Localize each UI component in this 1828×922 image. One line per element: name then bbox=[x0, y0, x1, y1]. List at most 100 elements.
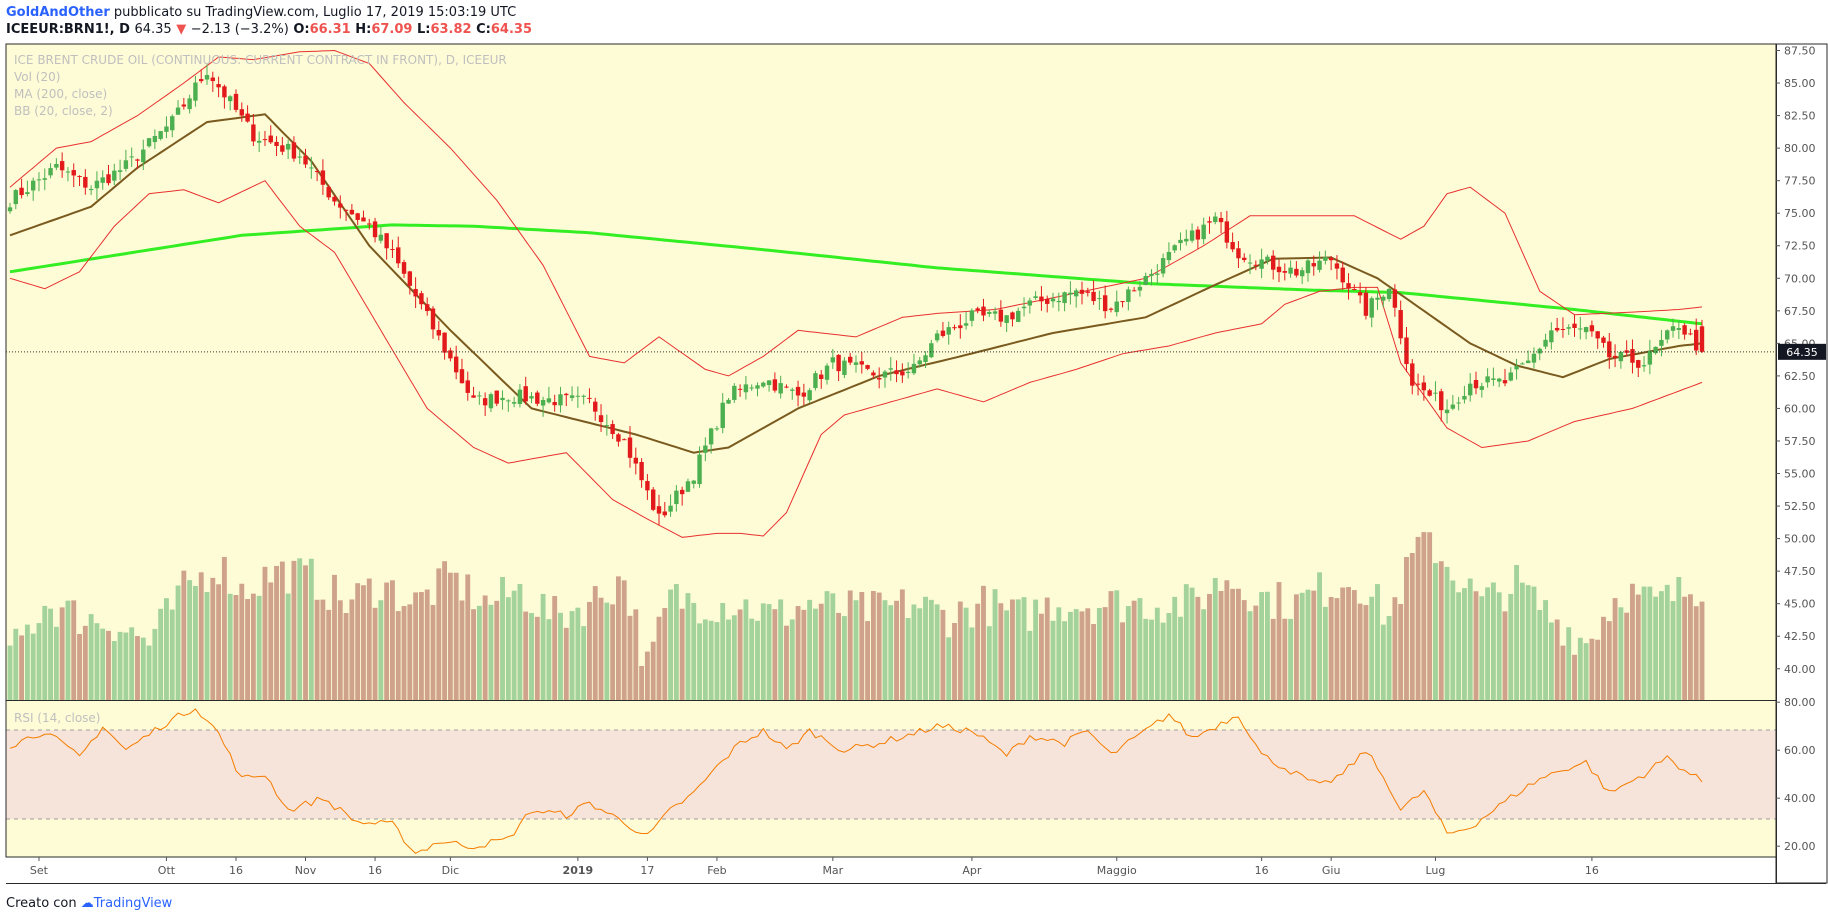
time-tick-label: Set bbox=[30, 864, 49, 877]
candle-body bbox=[529, 396, 534, 399]
volume-bar bbox=[784, 625, 789, 700]
candle-body bbox=[1184, 238, 1189, 242]
candle-body bbox=[1357, 292, 1363, 296]
volume-bar bbox=[1056, 607, 1062, 700]
volume-bar bbox=[749, 618, 755, 700]
candle-body bbox=[888, 368, 893, 370]
time-tick-label: Ott bbox=[158, 864, 176, 877]
close-value: 64.35 bbox=[490, 22, 532, 37]
candle-body bbox=[1276, 266, 1282, 273]
legend-bb: BB (20, close, 2) bbox=[14, 104, 113, 118]
publish-line: GoldAndOther pubblicato su TradingView.c… bbox=[6, 4, 532, 21]
candle-body bbox=[1079, 289, 1085, 294]
volume-bar bbox=[1676, 576, 1682, 700]
candle-body bbox=[465, 380, 470, 393]
candle-body bbox=[1160, 258, 1166, 274]
volume-bar bbox=[1444, 566, 1450, 700]
volume-bar bbox=[847, 590, 853, 700]
price-tick-label: 57.50 bbox=[1784, 435, 1816, 448]
candle-body bbox=[668, 505, 673, 512]
volume-bar bbox=[1259, 592, 1265, 700]
candle-body bbox=[575, 395, 581, 397]
candle-body bbox=[685, 481, 691, 492]
time-tick-label: Maggio bbox=[1097, 864, 1137, 877]
candle-body bbox=[1230, 242, 1235, 250]
volume-bar bbox=[650, 641, 656, 700]
price-tick-label: 87.50 bbox=[1784, 45, 1816, 58]
candle-body bbox=[1659, 339, 1664, 346]
candle-body bbox=[285, 143, 291, 150]
candle-body bbox=[662, 511, 667, 516]
time-tick-label: Giu bbox=[1322, 864, 1341, 877]
volume-bar bbox=[691, 602, 697, 700]
time-tick-label: 2019 bbox=[563, 864, 594, 877]
candle-body bbox=[1062, 292, 1067, 304]
candle-body bbox=[59, 161, 65, 171]
volume-bar bbox=[227, 593, 233, 700]
author-link[interactable]: GoldAndOther bbox=[6, 5, 110, 20]
volume-bars bbox=[7, 532, 1705, 700]
volume-bar bbox=[326, 609, 332, 700]
volume-bar bbox=[882, 600, 888, 700]
volume-bar bbox=[1189, 587, 1195, 700]
candle-body bbox=[164, 126, 169, 132]
volume-bar bbox=[755, 620, 760, 700]
price-tick-label: 82.50 bbox=[1784, 110, 1816, 123]
candle-body bbox=[761, 382, 766, 387]
bb-lower-path bbox=[9, 180, 1703, 538]
tradingview-link[interactable]: TradingView bbox=[93, 896, 173, 911]
candle-body bbox=[262, 139, 268, 141]
candle-body bbox=[755, 385, 760, 389]
volume-bar bbox=[262, 566, 268, 700]
candle-body bbox=[297, 156, 302, 158]
volume-bar bbox=[1102, 607, 1108, 700]
candle-body bbox=[1583, 327, 1589, 333]
candle-body bbox=[581, 395, 586, 397]
volume-bar bbox=[1178, 616, 1183, 700]
candle-body bbox=[819, 374, 824, 380]
candle-body bbox=[616, 434, 621, 442]
volume-bar bbox=[1664, 584, 1670, 700]
time-tick-label: 16 bbox=[1255, 864, 1269, 877]
tradingview-logo-icon[interactable]: ☁ bbox=[80, 896, 94, 911]
candle-body bbox=[853, 362, 859, 365]
time-tick-label: Feb bbox=[707, 864, 726, 877]
time-tick-label: 16 bbox=[229, 864, 243, 877]
volume-bar bbox=[604, 602, 610, 700]
volume-bar bbox=[407, 604, 413, 700]
candle-body bbox=[1126, 289, 1131, 302]
volume-bar bbox=[1438, 561, 1444, 700]
candle-body bbox=[1259, 259, 1264, 269]
candle-body bbox=[1572, 323, 1577, 328]
volume-bar bbox=[1143, 618, 1149, 700]
candle-body bbox=[256, 140, 262, 143]
volume-bar bbox=[82, 625, 88, 700]
candle-body bbox=[882, 371, 888, 378]
down-arrow-icon: ▼ bbox=[176, 22, 187, 37]
candle-body bbox=[905, 371, 911, 373]
volume-bar bbox=[1195, 596, 1201, 700]
high-value: 67.09 bbox=[371, 22, 413, 37]
candle-body bbox=[1004, 315, 1009, 324]
volume-bar bbox=[714, 622, 720, 700]
candle-body bbox=[117, 170, 123, 172]
volume-bar bbox=[1207, 593, 1212, 700]
volume-bar bbox=[395, 611, 401, 700]
candle-body bbox=[1676, 328, 1682, 330]
candle-body bbox=[714, 428, 720, 430]
volume-bar bbox=[436, 568, 442, 700]
volume-bar bbox=[1236, 588, 1241, 700]
open-value: 66.31 bbox=[309, 22, 351, 37]
candle-body bbox=[100, 177, 105, 183]
candle-body bbox=[1514, 366, 1519, 370]
candle-body bbox=[952, 327, 957, 329]
candle-body bbox=[1027, 300, 1033, 306]
candle-body bbox=[442, 332, 447, 353]
candle-body bbox=[36, 179, 42, 181]
candle-body bbox=[349, 209, 355, 215]
candle-body bbox=[1415, 383, 1421, 385]
volume-bar bbox=[1021, 597, 1027, 700]
volume-bar bbox=[1293, 594, 1299, 700]
volume-bar bbox=[1612, 598, 1618, 700]
